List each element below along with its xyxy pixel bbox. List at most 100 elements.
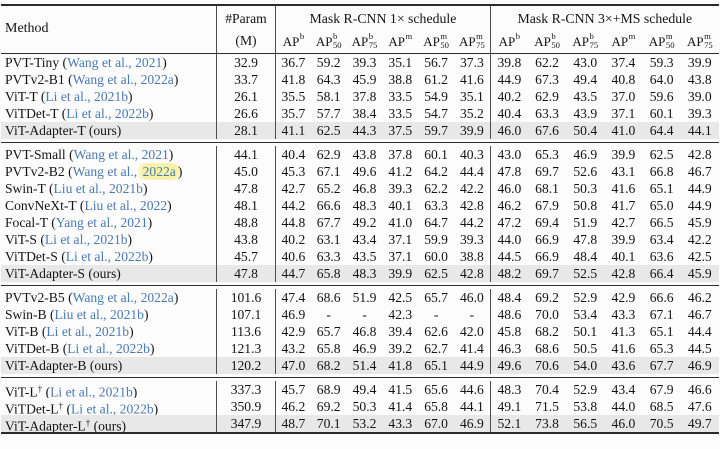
metric-cell: 62.9 [535, 89, 559, 105]
citation-link[interactable]: Wang et al., 2021 [73, 147, 169, 163]
citation-link[interactable]: Wang et al., 2022a [72, 72, 174, 88]
method-name: (ours) [90, 418, 127, 433]
param-cell: 33.7 [216, 71, 275, 89]
table-row: ViTDet-L† (Li et al., 2022b) 350.9 46.2 69.… [1, 398, 719, 416]
method-name: ) [149, 341, 155, 357]
metric-cell: 41.8 [275, 71, 311, 89]
metric-cell: 59.2 [316, 55, 341, 71]
method-cell: Swin-T (Liu et al., 2021b) [1, 180, 216, 197]
dagger-superscript: † [85, 418, 91, 429]
citation-link[interactable]: Liu et al., 2021b [53, 181, 143, 197]
metric-cell: 68.5 [649, 399, 674, 415]
metric-cell: 52.9 [573, 290, 598, 306]
metric-cell: 68.2 [316, 358, 341, 374]
column-header-method: Method [5, 21, 49, 37]
metric-cell: 43.3 [611, 307, 636, 323]
method-cell: Swin-B (Liu et al., 2021b) [1, 306, 216, 323]
table-row: ViTDet-S (Li et al., 2022b) 45.7 40.6 63.3 4… [1, 248, 719, 266]
metric-cell: 63.3 [535, 106, 559, 122]
metric-cell: 45.7 [275, 381, 311, 399]
metric-cell: 62.9 [316, 147, 341, 163]
citation-link[interactable]: Wang et al., 2022a [72, 290, 174, 306]
metric-cell: 38.8 [388, 72, 413, 88]
citation-link[interactable]: Liu et al., 2021b [54, 307, 144, 323]
metric-cell: 54.7 [424, 106, 448, 122]
metric-cell: 43.9 [573, 106, 598, 122]
metric-cell: 56.7 [424, 55, 448, 71]
metric-cell: 46.9 [275, 306, 311, 324]
citation-link[interactable]: Wang et al., 2021 [67, 55, 163, 71]
citation-link[interactable]: 2022a [140, 164, 178, 180]
metric-cell: 51.9 [573, 215, 598, 231]
method-name: PVTv2-B2 [5, 164, 65, 180]
metric-cell: 66.5 [649, 215, 674, 231]
metric-cell: 69.2 [535, 290, 559, 306]
citation-link[interactable]: Wang et al., [72, 164, 141, 180]
metric-cell: 39.3 [687, 106, 712, 122]
metric-cell: 47.8 [489, 163, 528, 181]
metric-cell: 41.5 [388, 382, 413, 398]
metric-cell: 70.0 [535, 307, 559, 323]
method-name: PVT-Tiny [5, 55, 60, 71]
dagger-superscript: † [37, 384, 43, 395]
metric-cell: 46.8 [352, 324, 377, 340]
metric-cell: 45.9 [687, 266, 712, 282]
metric-cell: 52.5 [573, 266, 598, 282]
citation-link[interactable]: Yang et al., 2021 [55, 215, 148, 231]
metric-cell: 49.4 [352, 382, 377, 398]
block-divider [1, 139, 719, 146]
metric-cell: 45.8 [489, 323, 528, 341]
metric-cell: 43.2 [275, 340, 311, 358]
param-cell: 45.7 [216, 248, 275, 266]
table-row: ViT-B (Li et al., 2021b) 113.6 42.9 65.7 46.… [1, 323, 719, 341]
citation-link[interactable]: Li et al., 2021b [44, 232, 128, 248]
metric-cell: - [469, 307, 475, 323]
metric-cell: 69.2 [316, 399, 341, 415]
metric-cell: 46.2 [687, 290, 712, 306]
metric-cell: 43.5 [352, 249, 377, 265]
citation-link[interactable]: Liu et al., 2022 [84, 198, 168, 214]
metric-cell: 36.7 [275, 54, 311, 72]
metric-cell: 39.9 [611, 232, 636, 248]
ap-column-header: AP m 75 [459, 31, 485, 50]
citation-link[interactable]: Li et al., 2021b [46, 324, 130, 340]
metric-cell: 41.6 [459, 72, 484, 88]
metric-cell: 42.5 [687, 249, 712, 265]
method-name: ViT-B [5, 324, 39, 340]
param-cell: 48.1 [216, 197, 275, 215]
metric-cell: 49.7 [687, 416, 712, 432]
citation-link[interactable]: Li et al., 2021b [50, 384, 133, 399]
table-row: ViTDet-T (Li et al., 2022b) 26.6 35.7 57.7 3… [1, 105, 719, 123]
metric-cell: 68.6 [316, 290, 341, 306]
citation-link[interactable]: Li et al., 2022b [66, 106, 149, 122]
metric-cell: 49.6 [352, 164, 377, 180]
metric-cell: 69.7 [535, 164, 559, 180]
citation-link[interactable]: Li et al., 2021b [45, 89, 129, 105]
metric-cell: 68.1 [535, 181, 559, 197]
metric-cell: 46.8 [352, 181, 377, 197]
metric-cell: 40.2 [275, 231, 311, 249]
metric-cell: 65.1 [649, 324, 674, 340]
metric-cell: 48.3 [352, 266, 377, 282]
method-cell: ConvNeXt-T (Liu et al., 2022) [1, 197, 216, 214]
param-cell: 28.1 [216, 122, 275, 140]
method-name: ) [127, 232, 133, 248]
param-cell: 120.2 [216, 357, 275, 375]
method-name: ViTDet-L [5, 401, 59, 416]
metric-cell: 62.5 [424, 266, 448, 282]
metric-cell: 44.7 [275, 265, 311, 283]
metric-cell: 47.2 [489, 214, 528, 232]
metric-cell: 67.9 [535, 198, 559, 214]
citation-link[interactable]: Li et al., 2022b [70, 401, 154, 416]
metric-cell: 38.8 [459, 249, 484, 265]
table-row: Focal-T (Yang et al., 2021) 48.8 44.8 67.7 4… [1, 214, 719, 232]
metric-cell: 40.1 [388, 198, 413, 214]
metric-cell: 65.8 [424, 399, 448, 415]
citation-link[interactable]: Li et al., 2022b [65, 249, 149, 265]
method-name: ( [64, 72, 73, 88]
metric-cell: 47.4 [275, 289, 311, 307]
method-cell: ViT-Adapter-S (ours) [1, 265, 216, 282]
metric-cell: 45.3 [275, 163, 311, 181]
metric-cell: 50.4 [573, 123, 598, 139]
citation-link[interactable]: Li et al., 2022b [67, 341, 150, 357]
